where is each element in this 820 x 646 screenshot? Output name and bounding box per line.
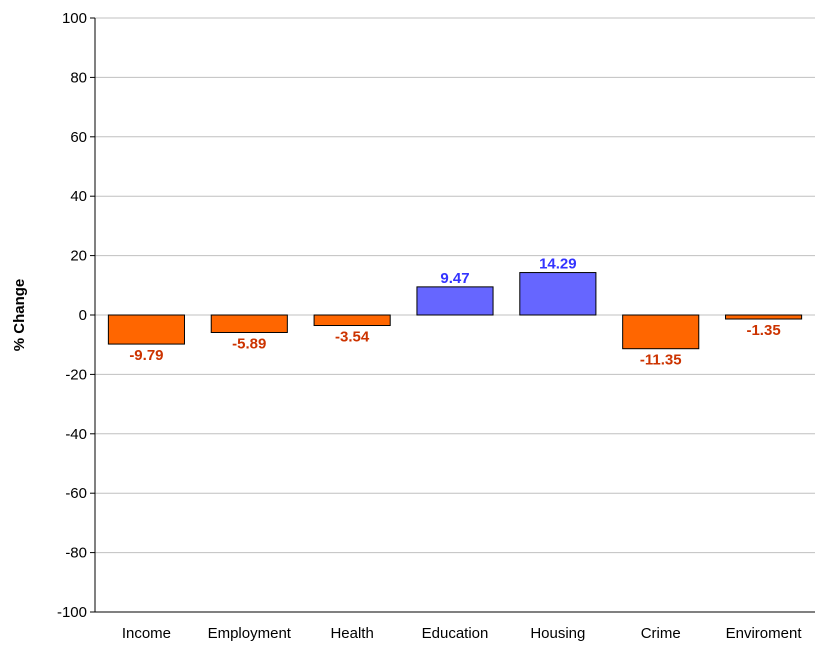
y-tick-label: 40 (70, 188, 87, 205)
bar-health (313, 314, 391, 327)
bar-housing (519, 272, 597, 316)
y-tick-label: -20 (65, 366, 87, 383)
y-tick-label: 100 (62, 10, 87, 27)
x-tick-label-employment: Employment (208, 625, 292, 642)
x-tick-label-housing: Housing (530, 625, 585, 642)
data-label-employment: -5.89 (232, 335, 266, 352)
data-label-housing: 14.29 (539, 256, 577, 273)
data-label-health: -3.54 (335, 329, 370, 346)
data-label-crime: -11.35 (640, 352, 682, 369)
data-labels: -9.79 -5.89 -3.54 9.47 14.29 -11.35 -1.35 (129, 256, 780, 369)
bar-education (416, 286, 494, 316)
y-tick-label: 60 (70, 129, 87, 146)
x-tick-label-health: Health (330, 625, 373, 642)
y-tick-label: 80 (70, 69, 87, 86)
y-tick-label: -40 (65, 426, 87, 443)
y-tick-label: 20 (70, 248, 87, 265)
bar-crime (622, 314, 700, 350)
data-label-education: 9.47 (440, 270, 469, 287)
data-label-income: -9.79 (129, 347, 163, 364)
x-tick-label-enviroment: Enviroment (726, 625, 803, 642)
bar-employment (210, 314, 288, 333)
x-tick-labels: Income Employment Health Education Housing Cr… (122, 625, 803, 642)
bar-enviroment (725, 314, 803, 320)
y-ticks: 100 80 60 40 20 0 -20 -40 -60 -80 -100 (57, 10, 95, 621)
x-tick-label-education: Education (422, 625, 489, 642)
y-tick-label: -100 (57, 604, 87, 621)
data-label-enviroment: -1.35 (746, 322, 780, 339)
y-tick-label: 0 (79, 307, 87, 324)
y-tick-label: -60 (65, 485, 87, 502)
x-tick-label-income: Income (122, 625, 171, 642)
x-tick-label-crime: Crime (641, 625, 681, 642)
bar-income (107, 314, 185, 345)
bars (107, 272, 803, 350)
y-tick-label: -80 (65, 545, 87, 562)
y-axis-title: % Change (11, 279, 28, 352)
